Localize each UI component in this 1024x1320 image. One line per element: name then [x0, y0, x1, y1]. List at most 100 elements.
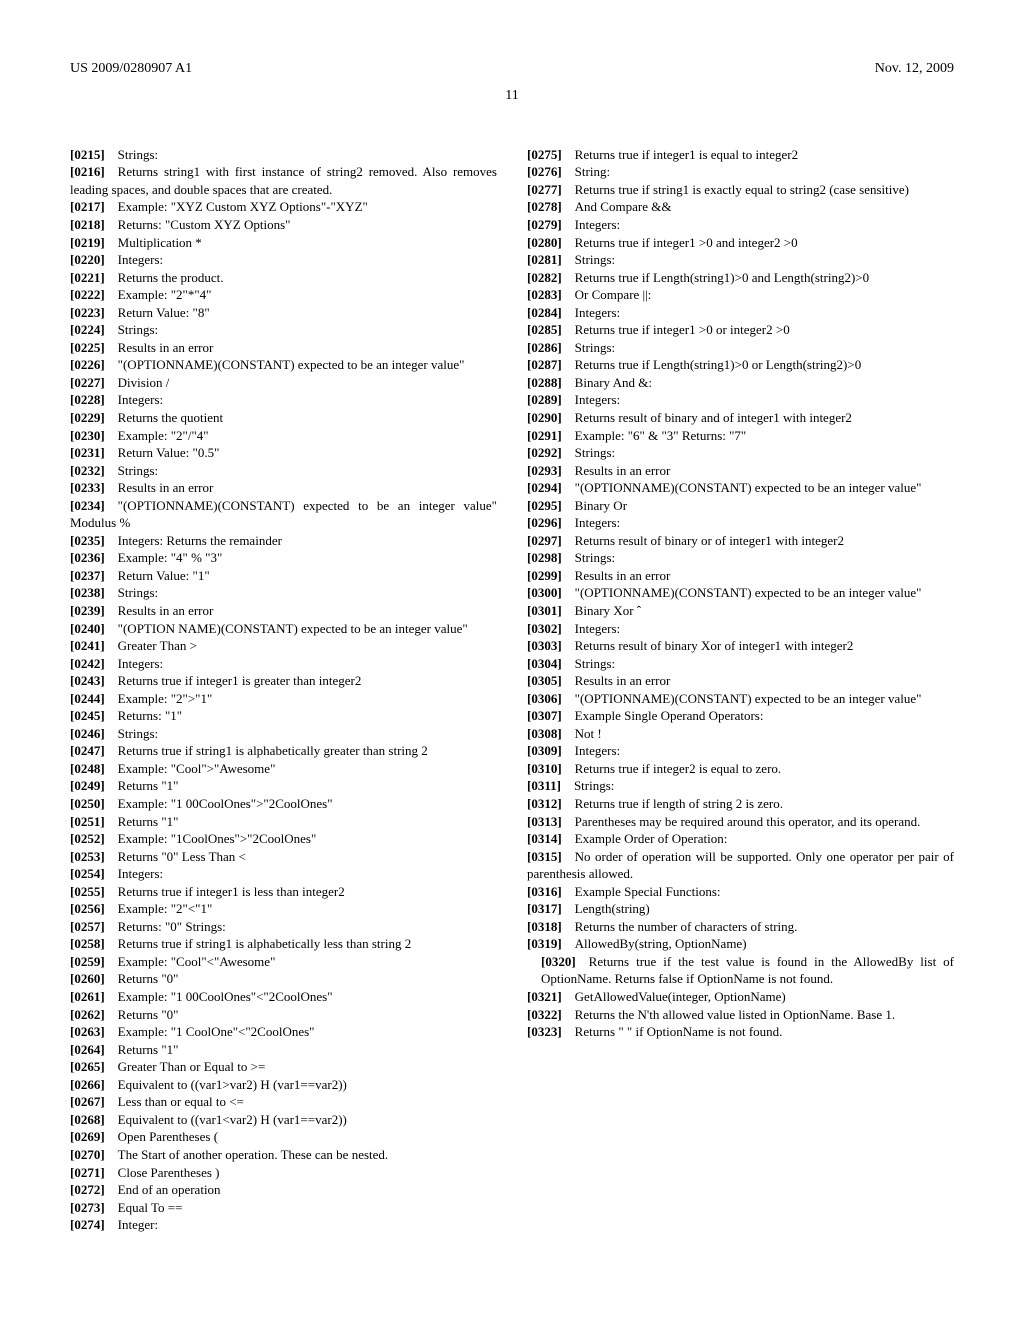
- paragraph: [0247] Returns true if string1 is alphab…: [70, 742, 497, 760]
- para-text: Parentheses may be required around this …: [575, 814, 921, 829]
- para-number: [0218]: [70, 217, 105, 232]
- paragraph: [0279] Integers:: [527, 216, 954, 234]
- paragraph: [0270] The Start of another operation. T…: [70, 1146, 497, 1164]
- paragraph: [0314] Example Order of Operation:: [527, 830, 954, 848]
- para-number: [0285]: [527, 322, 562, 337]
- paragraph: [0216] Returns string1 with first instan…: [70, 163, 497, 198]
- para-number: [0220]: [70, 252, 105, 267]
- para-number: [0262]: [70, 1007, 105, 1022]
- para-text: "(OPTIONNAME)(CONSTANT) expected to be a…: [575, 480, 922, 495]
- para-text: Equivalent to ((var1<var2) H (var1==var2…: [118, 1112, 347, 1127]
- para-text: Binary Or: [575, 498, 627, 513]
- para-number: [0316]: [527, 884, 562, 899]
- para-text: Example: "XYZ Custom XYZ Options"-"XYZ": [118, 199, 368, 214]
- para-text: Returns "1": [118, 814, 179, 829]
- paragraph: [0322] Returns the N'th allowed value li…: [527, 1006, 954, 1024]
- paragraph: [0268] Equivalent to ((var1<var2) H (var…: [70, 1111, 497, 1129]
- para-number: [0243]: [70, 673, 105, 688]
- para-number: [0252]: [70, 831, 105, 846]
- para-text: Returns true if string1 is exactly equal…: [575, 182, 909, 197]
- paragraph: [0288] Binary And &:: [527, 374, 954, 392]
- para-text: String:: [575, 164, 610, 179]
- para-number: [0240]: [70, 621, 105, 636]
- paragraph: [0302] Integers:: [527, 620, 954, 638]
- paragraph: [0277] Returns true if string1 is exactl…: [527, 181, 954, 199]
- paragraph: [0310] Returns true if integer2 is equal…: [527, 760, 954, 778]
- para-number: [0315]: [527, 849, 562, 864]
- para-number: [0276]: [527, 164, 562, 179]
- para-number: [0282]: [527, 270, 562, 285]
- para-text: Integers:: [575, 743, 620, 758]
- para-text: Multiplication *: [118, 235, 202, 250]
- para-number: [0306]: [527, 691, 562, 706]
- paragraph: [0232] Strings:: [70, 462, 497, 480]
- para-number: [0323]: [527, 1024, 562, 1039]
- paragraph: [0301] Binary Xor ˆ: [527, 602, 954, 620]
- paragraph: [0222] Example: "2"*"4": [70, 286, 497, 304]
- para-number: [0261]: [70, 989, 105, 1004]
- para-text: Results in an error: [118, 603, 214, 618]
- para-text: Integers:: [118, 866, 163, 881]
- para-number: [0232]: [70, 463, 105, 478]
- paragraph: [0223] Return Value: "8": [70, 304, 497, 322]
- paragraph: [0297] Returns result of binary or of in…: [527, 532, 954, 550]
- paragraph: [0289] Integers:: [527, 391, 954, 409]
- paragraph: [0307] Example Single Operand Operators:: [527, 707, 954, 725]
- paragraph: [0321] GetAllowedValue(integer, OptionNa…: [527, 988, 954, 1006]
- para-text: Not !: [575, 726, 602, 741]
- para-number: [0221]: [70, 270, 105, 285]
- paragraph: [0273] Equal To ==: [70, 1199, 497, 1217]
- para-text: Results in an error: [575, 673, 671, 688]
- paragraph: [0282] Returns true if Length(string1)>0…: [527, 269, 954, 287]
- para-number: [0318]: [527, 919, 562, 934]
- paragraph: [0261] Example: "1 00CoolOnes"<"2CoolOne…: [70, 988, 497, 1006]
- para-text: Example Single Operand Operators:: [575, 708, 764, 723]
- para-number: [0249]: [70, 778, 105, 793]
- paragraph: [0267] Less than or equal to <=: [70, 1093, 497, 1111]
- para-text: Returns "1": [118, 1042, 179, 1057]
- para-number: [0257]: [70, 919, 105, 934]
- para-number: [0273]: [70, 1200, 105, 1215]
- paragraph: [0243] Returns true if integer1 is great…: [70, 672, 497, 690]
- para-text: "(OPTIONNAME)(CONSTANT) expected to be a…: [70, 498, 497, 531]
- para-text: Returns: "1": [118, 708, 182, 723]
- para-text: Returns the number of characters of stri…: [575, 919, 798, 934]
- paragraph: [0242] Integers:: [70, 655, 497, 673]
- para-text: Strings:: [118, 726, 158, 741]
- para-number: [0237]: [70, 568, 105, 583]
- para-number: [0236]: [70, 550, 105, 565]
- para-text: Return Value: "8": [118, 305, 210, 320]
- paragraph: [0256] Example: "2"<"1": [70, 900, 497, 918]
- para-text: "(OPTIONNAME)(CONSTANT) expected to be a…: [575, 691, 922, 706]
- para-number: [0278]: [527, 199, 562, 214]
- para-text: Division /: [118, 375, 170, 390]
- paragraph: [0255] Returns true if integer1 is less …: [70, 883, 497, 901]
- para-text: Strings:: [118, 585, 158, 600]
- para-number: [0289]: [527, 392, 562, 407]
- para-number: [0275]: [527, 147, 562, 162]
- para-text: Less than or equal to <=: [118, 1094, 244, 1109]
- para-text: Example: "2"<"1": [118, 901, 213, 916]
- para-text: Returns: "0" Strings:: [118, 919, 226, 934]
- paragraph: [0265] Greater Than or Equal to >=: [70, 1058, 497, 1076]
- paragraph: [0235] Integers: Returns the remainder: [70, 532, 497, 550]
- para-text: Integers:: [575, 217, 620, 232]
- para-number: [0223]: [70, 305, 105, 320]
- para-number: [0290]: [527, 410, 562, 425]
- para-number: [0222]: [70, 287, 105, 302]
- para-number: [0286]: [527, 340, 562, 355]
- para-number: [0248]: [70, 761, 105, 776]
- para-number: [0309]: [527, 743, 562, 758]
- para-number: [0215]: [70, 147, 105, 162]
- paragraph: [0231] Return Value: "0.5": [70, 444, 497, 462]
- para-text: Returns true if Length(string1)>0 and Le…: [575, 270, 869, 285]
- para-number: [0322]: [527, 1007, 562, 1022]
- para-text: Returns " " if OptionName is not found.: [575, 1024, 783, 1039]
- para-text: Returns true if integer2 is equal to zer…: [575, 761, 782, 776]
- para-text: Binary And &:: [575, 375, 652, 390]
- para-number: [0242]: [70, 656, 105, 671]
- para-number: [0265]: [70, 1059, 105, 1074]
- para-number: [0247]: [70, 743, 105, 758]
- paragraph: [0252] Example: "1CoolOnes">"2CoolOnes": [70, 830, 497, 848]
- para-number: [0287]: [527, 357, 562, 372]
